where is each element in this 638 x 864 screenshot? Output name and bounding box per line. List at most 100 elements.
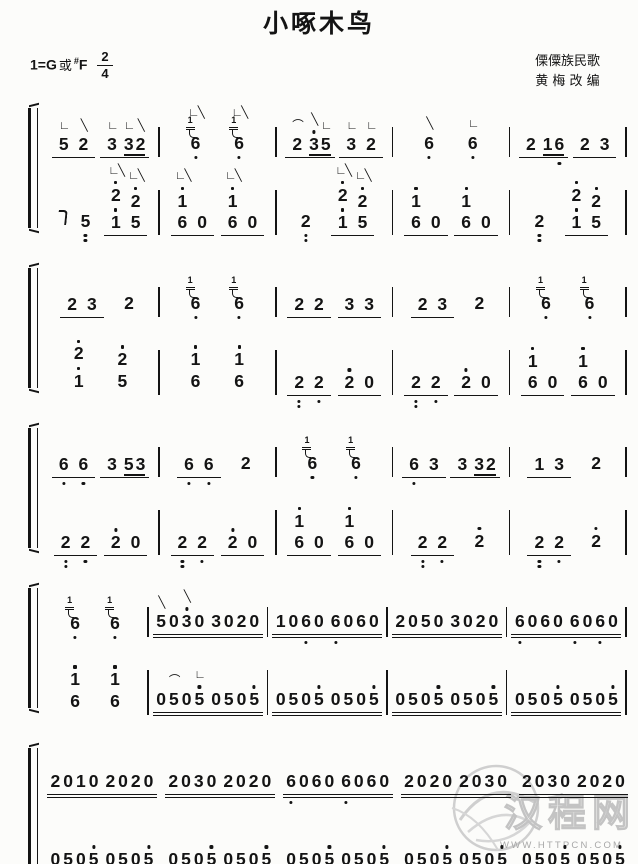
note: 2 — [294, 373, 304, 409]
note-digit: 5 — [80, 210, 91, 231]
chord-top-digit: 1 — [234, 349, 245, 369]
octave-dot — [574, 181, 578, 185]
note: 2 — [577, 772, 587, 791]
note-digit: 5 — [615, 849, 625, 864]
note: 2 — [314, 373, 324, 403]
octave-dot — [537, 233, 541, 237]
octave-dot — [114, 208, 118, 212]
chord-top-note: 2 — [591, 186, 601, 211]
barline — [625, 607, 627, 637]
measure: ⌒ 2 ╲ 3 ∟ 5 ∟ 3 ∟ 2 — [278, 114, 391, 158]
note: 2 — [486, 455, 496, 474]
octave-dot — [598, 640, 602, 644]
note: 0 — [118, 772, 128, 791]
note-digit: 0 — [420, 689, 431, 709]
note: 6 — [540, 612, 550, 631]
octave-dot — [113, 635, 117, 639]
octave-dot — [414, 399, 418, 403]
octave-dot — [83, 239, 88, 243]
note-digit: 6 — [584, 292, 595, 313]
octave-dot — [420, 565, 425, 569]
time-signature: 2 4 — [97, 49, 113, 82]
note: 0 — [430, 850, 440, 864]
note-digit: 1 — [110, 212, 121, 232]
octave-dot — [81, 481, 85, 485]
octave-dot — [427, 155, 431, 159]
octave-dot — [73, 635, 77, 639]
note-digit: 0 — [416, 771, 427, 791]
voice-line-lower: 1 6 1 6 0 ⌒ 5 0 ∟ 5 0 5 0 5 0 5 0 5 0 5 0 5 0 5 0 5 0 5 0 5 0 5 0 5 0 5 0 5 — [44, 656, 628, 716]
note: 2 — [241, 454, 251, 473]
ornament-mark: ╲ — [426, 118, 433, 130]
note-digit: 0 — [497, 771, 507, 791]
system-brace — [28, 588, 38, 708]
tremolo-number: 1 — [65, 596, 75, 610]
note-digit: 0 — [364, 532, 374, 552]
tremolo-hook — [188, 289, 195, 298]
note: 6 — [330, 611, 341, 644]
chord-top-note: 2 — [130, 186, 141, 211]
note: ∟ 3 — [107, 120, 118, 154]
note: 5 — [89, 845, 98, 864]
octave-dot — [341, 208, 345, 212]
chord-top-note: 1 — [578, 346, 588, 370]
note-digit: 0 — [582, 611, 593, 631]
note-digit: 6 — [330, 611, 341, 631]
note: 3 — [450, 612, 460, 631]
note: 0 — [76, 850, 86, 864]
ornament-mark: ╲ — [311, 113, 318, 126]
chord-top-digit: 2 — [591, 190, 601, 211]
note: 2 — [431, 373, 441, 403]
note-digit: 3 — [346, 134, 357, 154]
octave-dots-below — [310, 475, 314, 479]
note-digit: 0 — [540, 689, 551, 709]
octave-dot-above — [113, 665, 117, 669]
chord-top-digit: 2 — [130, 190, 141, 211]
barline — [625, 287, 627, 317]
note-digit: 0 — [301, 689, 312, 709]
note-digit: 2 — [135, 134, 146, 154]
note-digit: 0 — [223, 849, 234, 864]
note: 0 — [211, 690, 221, 709]
note: 0 — [105, 850, 115, 864]
note: 6 — [286, 772, 296, 804]
octave-dot — [252, 685, 256, 689]
octave-dots-above — [264, 845, 268, 849]
note-digit: 0 — [275, 689, 286, 709]
octave-dot — [574, 208, 578, 212]
note: 6 — [79, 455, 88, 485]
octave-dots-below — [187, 481, 191, 485]
tremolo-hook — [582, 289, 589, 298]
barline — [386, 607, 388, 637]
note-digit: 2 — [50, 771, 61, 791]
note: 0 — [408, 612, 418, 631]
note: 2 — [131, 772, 141, 791]
note: ⌒ 5 — [169, 675, 181, 709]
measure: ∟╲ 1 6 ∟╲ 1 6 — [161, 107, 274, 159]
note-digit: 0 — [193, 849, 204, 864]
note-digit: 2 — [344, 372, 355, 392]
octave-dot — [133, 186, 138, 190]
note: 5 — [63, 850, 73, 864]
note-digit: 3 — [123, 134, 134, 154]
note-digit: 2 — [110, 532, 121, 552]
octave-dot — [557, 559, 561, 563]
note-digit: 0 — [547, 372, 558, 392]
chord-top-note: 2 — [358, 186, 367, 210]
octave-dot — [73, 665, 77, 669]
